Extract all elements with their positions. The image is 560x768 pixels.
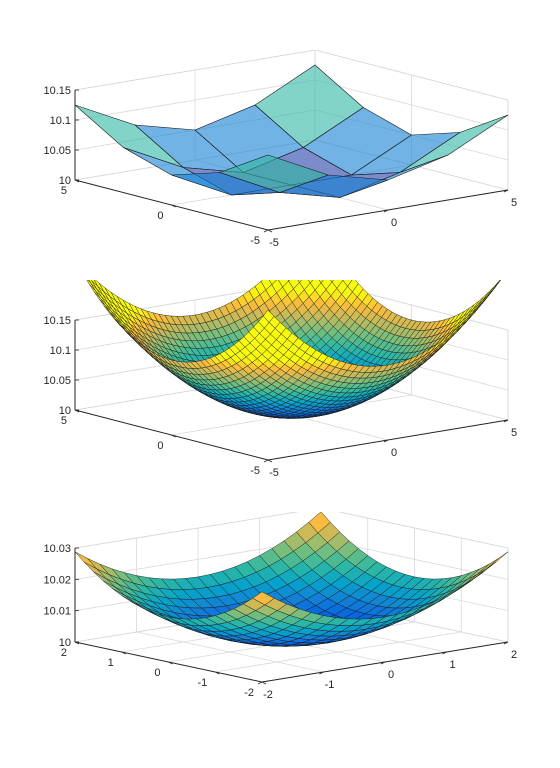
- x-tick-label: 0: [391, 447, 397, 459]
- surface-patch: [252, 591, 275, 606]
- y-tick-label: -1: [197, 677, 207, 689]
- z-tick-label: 10.1: [50, 345, 71, 357]
- surface-plot-2: 10 10.05 10.1 10.15 -5 0 5 -5 0 5: [43, 280, 517, 479]
- y-tick-label: 5: [61, 185, 67, 197]
- z-tick-label: 10.1: [50, 115, 71, 127]
- x-tick-label: 1: [449, 659, 455, 671]
- y-tick-label: 2: [61, 647, 67, 659]
- surface-patch: [297, 280, 302, 283]
- x-tick-label: -2: [263, 689, 273, 701]
- y-tick-label: 5: [61, 415, 67, 427]
- y-tick-mark: [168, 661, 173, 665]
- y-tick-label: -2: [244, 687, 254, 699]
- y-tick-mark: [74, 409, 80, 413]
- x-tick-label: -5: [269, 237, 279, 249]
- x-tick-mark: [383, 209, 389, 213]
- x-tick-label: 0: [388, 669, 394, 681]
- tick-labels: 10 10.01 10.02 10.03 -2 -1 0 1 2 -2 -1 0 1 2: [43, 543, 517, 701]
- y-tick-mark: [171, 204, 176, 208]
- y-tick-label: -5: [250, 235, 260, 247]
- grid-top-right: [314, 50, 509, 101]
- x-tick-label: 5: [511, 427, 517, 439]
- surface-patch: [74, 551, 97, 570]
- x-tick-mark: [503, 189, 509, 193]
- grid-top-back: [74, 512, 299, 549]
- surface-patch: [262, 309, 275, 323]
- y-tick-mark: [74, 179, 80, 183]
- z-tick-label: 10: [59, 405, 71, 417]
- grid-top-right: [337, 512, 509, 549]
- x-tick-label: -1: [325, 679, 335, 691]
- axes-0: 10 10.05 10.1 10.15 -5 0 5 -5 0 5: [43, 50, 517, 249]
- surface-patch: [218, 154, 329, 193]
- y-tick-label: 0: [157, 440, 163, 452]
- x-tick-mark: [503, 419, 509, 423]
- axes-1: 10 10.05 10.1 10.15 -5 0 5 -5 0 5: [43, 280, 517, 479]
- surface-patch: [330, 280, 334, 283]
- surface-plot-1: 10 10.05 10.1 10.15 -5 0 5 -5 0 5: [43, 50, 517, 249]
- surface-patch: [486, 551, 509, 570]
- y-tick-mark: [121, 651, 126, 655]
- x-tick-mark: [503, 641, 509, 645]
- y-tick-mark: [267, 459, 273, 463]
- tick-labels: 10 10.05 10.1 10.15 -5 0 5 -5 0 5: [43, 85, 517, 249]
- x-tick-mark: [383, 439, 389, 443]
- grid-top-back: [74, 50, 316, 91]
- surface-patch: [308, 280, 314, 284]
- z-tick-label: 10.01: [43, 606, 71, 618]
- grid-y-floor: [215, 631, 462, 673]
- surface-mesh: [74, 64, 509, 198]
- z-tick-label: 10.15: [43, 85, 71, 97]
- x-tick-mark: [263, 229, 269, 233]
- x-tick-mark: [319, 671, 324, 675]
- x-tick-mark: [442, 651, 447, 655]
- surface-plot-3: 10 10.01 10.02 10.03 -2 -1 0 1 2 -2 -1 0 1 2: [43, 512, 517, 701]
- y-tick-mark: [215, 671, 220, 675]
- x-tick-mark: [380, 661, 386, 665]
- z-tick-label: 10.03: [43, 543, 71, 555]
- z-tick-label: 10.05: [43, 375, 71, 387]
- x-tick-mark: [263, 459, 269, 463]
- surface-mesh: [74, 512, 509, 647]
- y-tick-mark: [261, 681, 267, 685]
- y-tick-label: 0: [157, 210, 163, 222]
- x-tick-label: 5: [511, 197, 517, 209]
- z-tick-label: 10.02: [43, 574, 71, 586]
- x-tick-mark: [257, 681, 263, 685]
- surface-patch: [318, 280, 324, 284]
- y-tick-label: 0: [154, 667, 160, 679]
- z-tick-label: 10.05: [43, 145, 71, 157]
- z-tick-label: 10: [59, 637, 71, 649]
- axes-2: 10 10.01 10.02 10.03 -2 -1 0 1 2 -2 -1 0 1 2: [43, 512, 517, 701]
- x-tick-label: 2: [511, 649, 517, 661]
- z-tick-label: 10.15: [43, 315, 71, 327]
- y-tick-label: -5: [250, 465, 260, 477]
- tick-labels: 10 10.05 10.1 10.15 -5 0 5 -5 0 5: [43, 315, 517, 479]
- surface-mesh: [86, 280, 502, 419]
- y-tick-mark: [74, 641, 80, 645]
- y-tick-label: 1: [108, 657, 114, 669]
- surface-patch: [476, 558, 499, 575]
- y-tick-mark: [171, 434, 176, 438]
- z-tick-label: 10: [59, 175, 71, 187]
- y-tick-mark: [267, 229, 273, 233]
- x-tick-label: 0: [391, 217, 397, 229]
- x-tick-label: -5: [269, 467, 279, 479]
